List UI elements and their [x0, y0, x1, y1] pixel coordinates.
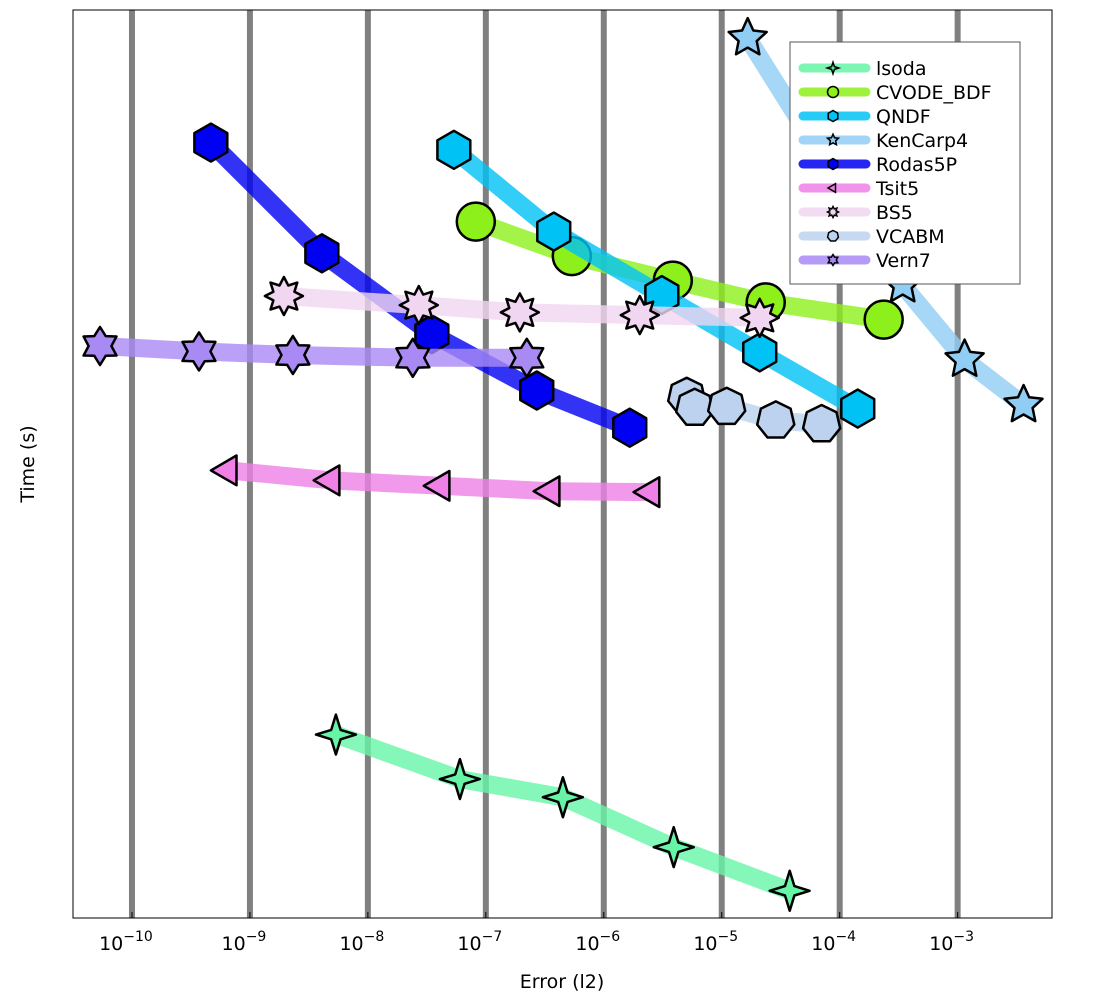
legend-item: QNDF	[798, 106, 931, 128]
data-point	[209, 454, 238, 487]
x-tick-exponent: −5	[718, 929, 739, 945]
data-point	[727, 16, 768, 56]
data-point	[314, 713, 358, 756]
x-tick-label: 10−6	[575, 929, 620, 955]
x-axis-label: Error (l2)	[520, 971, 605, 993]
legend-label: Tsit5	[875, 178, 919, 200]
legend-marker	[825, 132, 841, 147]
data-point	[499, 292, 541, 333]
x-tick-exponent: −8	[364, 929, 385, 945]
data-point	[706, 386, 747, 426]
data-point	[840, 388, 876, 429]
data-point	[944, 338, 985, 377]
data-point	[304, 233, 340, 274]
data-point	[612, 407, 648, 448]
data-point	[509, 337, 545, 379]
data-point	[82, 325, 118, 367]
legend-item: BS5	[798, 202, 913, 224]
legend-item: KenCarp4	[798, 130, 968, 152]
legend-item: Tsit5	[798, 178, 919, 200]
data-point	[801, 403, 842, 443]
data-point	[438, 757, 482, 801]
legend-marker	[826, 229, 840, 242]
legend-item: CVODE_BDF	[798, 82, 992, 104]
data-point	[652, 825, 695, 869]
data-point	[632, 476, 661, 509]
x-tick-label: 10−4	[811, 929, 856, 955]
data-point	[422, 469, 451, 502]
series-lsoda	[314, 713, 811, 912]
data-point	[674, 387, 715, 427]
x-tick-exponent: −7	[482, 929, 503, 945]
series-vcabm	[666, 376, 842, 443]
series-layer	[82, 16, 1044, 912]
data-point	[398, 284, 440, 326]
data-point	[739, 297, 780, 339]
data-point	[263, 275, 305, 317]
x-tick-exponent: −9	[246, 929, 267, 945]
x-tick-label: 10−8	[339, 929, 384, 955]
legend-label: QNDF	[876, 106, 931, 128]
series-rodas5p	[193, 122, 648, 448]
legend-label: VCABM	[876, 226, 945, 248]
legend-label: Vern7	[876, 250, 931, 272]
legend-label: KenCarp4	[876, 130, 968, 152]
x-tick-label: 10−5	[693, 929, 738, 955]
x-tick-label: 10−10	[99, 929, 153, 955]
data-point	[395, 337, 431, 379]
legend-item: Rodas5P	[798, 154, 957, 176]
series-cvode_bdf	[455, 201, 904, 340]
x-tick-exponent: −10	[123, 929, 153, 945]
x-tick-exponent: −4	[835, 929, 856, 945]
series-tsit5	[209, 454, 661, 509]
legend-marker	[825, 204, 841, 220]
data-point	[455, 201, 497, 242]
legend-item: VCABM	[798, 226, 945, 248]
data-point	[536, 211, 572, 252]
data-point	[1003, 383, 1044, 423]
data-point	[436, 129, 472, 171]
legend-label: lsoda	[876, 58, 927, 80]
x-tick-exponent: −6	[600, 929, 621, 945]
legend-item: lsoda	[798, 58, 927, 80]
data-point	[541, 776, 585, 819]
legend-marker	[827, 157, 839, 171]
data-point	[755, 400, 796, 439]
x-tick-label: 10−9	[222, 929, 267, 955]
legend-item: Vern7	[798, 250, 931, 272]
x-tick-label: 10−7	[457, 929, 502, 955]
series-vern7	[82, 325, 545, 379]
series-qndf	[436, 129, 876, 429]
x-tick-exponent: −3	[953, 929, 974, 945]
legend-label: CVODE_BDF	[876, 82, 992, 104]
legend-marker	[826, 253, 840, 267]
data-point	[193, 122, 229, 163]
plot-frame	[72, 9, 1053, 919]
data-point	[312, 464, 341, 497]
data-point	[275, 334, 311, 376]
legend-label: BS5	[876, 202, 913, 224]
legend-marker	[827, 109, 839, 123]
legend-label: Rodas5P	[876, 154, 957, 176]
legend: lsodaCVODE_BDFQNDFKenCarp4Rodas5PTsit5BS…	[789, 41, 1021, 285]
legend-marker	[824, 59, 842, 77]
legend-marker	[826, 85, 840, 99]
data-point	[742, 332, 778, 373]
data-point	[519, 370, 555, 411]
data-point	[768, 869, 811, 912]
legend-marker	[826, 182, 837, 194]
data-point	[619, 294, 661, 336]
data-point	[532, 475, 561, 508]
series-bs5	[263, 275, 780, 339]
y-axis-label: Time (s)	[17, 425, 39, 503]
data-point	[181, 331, 217, 372]
data-point	[863, 299, 904, 340]
x-tick-label: 10−3	[929, 929, 974, 955]
